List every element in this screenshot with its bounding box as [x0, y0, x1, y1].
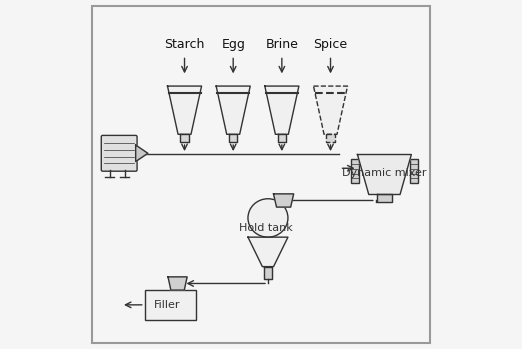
Polygon shape — [248, 237, 288, 267]
Polygon shape — [274, 194, 294, 207]
Polygon shape — [358, 155, 411, 194]
Polygon shape — [229, 134, 238, 142]
Polygon shape — [168, 86, 201, 134]
Bar — [146, 290, 196, 320]
Polygon shape — [180, 134, 189, 142]
Polygon shape — [314, 86, 348, 134]
Text: Filler: Filler — [154, 300, 181, 310]
Ellipse shape — [248, 199, 288, 237]
Text: Dynamic mixer: Dynamic mixer — [342, 168, 426, 178]
Text: Starch: Starch — [164, 38, 205, 51]
Polygon shape — [278, 134, 286, 142]
Polygon shape — [216, 86, 250, 134]
Polygon shape — [264, 267, 272, 279]
Polygon shape — [326, 134, 335, 142]
Text: Brine: Brine — [265, 38, 298, 51]
Polygon shape — [265, 86, 299, 134]
Bar — [351, 159, 359, 183]
Text: Spice: Spice — [313, 38, 348, 51]
FancyBboxPatch shape — [101, 135, 137, 171]
Text: Egg: Egg — [221, 38, 245, 51]
Polygon shape — [168, 277, 187, 290]
Polygon shape — [376, 194, 392, 202]
Text: Hold tank: Hold tank — [240, 223, 293, 233]
Polygon shape — [136, 145, 148, 162]
Bar — [410, 159, 418, 183]
